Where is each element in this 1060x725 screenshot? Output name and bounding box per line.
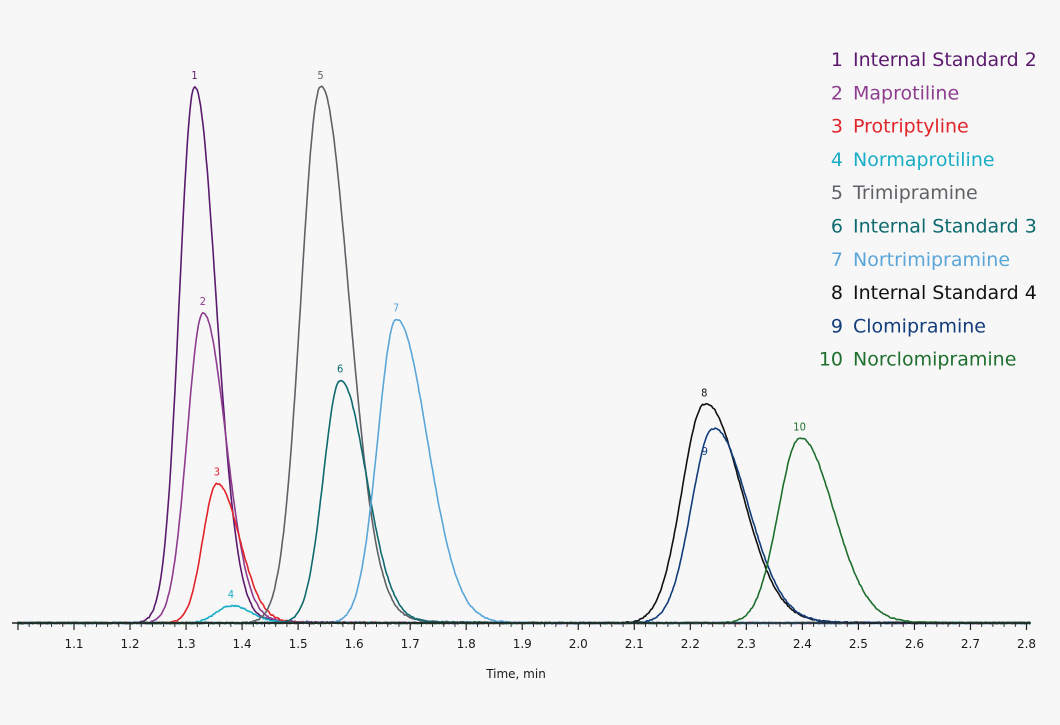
peak-label-3: 3 [214, 466, 220, 479]
peak-label-7: 7 [393, 302, 399, 315]
peak-label-1: 1 [191, 69, 197, 82]
trace-peak-4 [17, 604, 1031, 625]
x-tick-label: 1.8 [457, 637, 476, 651]
legend-number-10: 10 [819, 349, 843, 371]
peak-label-8: 8 [701, 386, 707, 399]
x-axis: 1.1 1.2 1.3 1.4 1.5 1.6 1.7 1.8 1.9 2.0 2.1 2.2 2.3 2… [12, 622, 1036, 681]
x-tick-label: 1.9 [513, 637, 532, 651]
peak-label-4: 4 [228, 588, 234, 601]
legend-number-5: 5 [831, 182, 843, 204]
x-tick-label: 1.5 [289, 637, 308, 651]
x-tick-label: 2.1 [625, 637, 644, 651]
x-tick-label: 2.0 [569, 637, 588, 651]
legend-number-2: 2 [831, 82, 843, 104]
legend-label-10: Norclomipramine [853, 349, 1016, 371]
x-tick-label: 1.2 [120, 637, 139, 651]
legend-number-7: 7 [831, 249, 843, 271]
peak-label-9: 9 [702, 445, 708, 458]
x-tick-label: 2.8 [1017, 637, 1036, 651]
x-tick-label: 2.5 [849, 637, 868, 651]
x-axis-title: Time, min [485, 667, 546, 681]
legend-number-9: 9 [831, 315, 843, 337]
legend-label-6: Internal Standard 3 [853, 216, 1037, 238]
x-tick-label: 2.6 [905, 637, 924, 651]
legend-label-7: Nortrimipramine [853, 249, 1010, 271]
legend-label-1: Internal Standard 2 [853, 49, 1037, 71]
x-tick-label: 1.4 [233, 637, 252, 651]
peak-label-5: 5 [317, 69, 323, 82]
peak-labels: 1 2 3 4 5 6 7 8 9 10 [191, 69, 806, 601]
legend-number-3: 3 [831, 116, 843, 138]
legend-label-9: Clomipramine [853, 315, 986, 337]
trace-peak-3 [17, 482, 1031, 625]
legend-label-4: Normaprotiline [853, 149, 995, 171]
x-tick-label: 1.7 [401, 637, 420, 651]
trace-peak-9 [17, 427, 1031, 625]
x-tick-label: 1.1 [64, 637, 83, 651]
peak-label-10: 10 [793, 421, 806, 434]
legend-number-4: 4 [831, 149, 843, 171]
legend-number-8: 8 [831, 282, 843, 304]
peak-label-6: 6 [337, 363, 343, 376]
x-tick-label: 1.3 [177, 637, 196, 651]
legend-number-6: 6 [831, 216, 843, 238]
legend-label-2: Maprotiline [853, 82, 959, 104]
peak-label-2: 2 [200, 295, 206, 308]
legend-label-5: Trimipramine [852, 182, 978, 204]
x-tick-label: 2.7 [961, 637, 980, 651]
trace-peak-10 [17, 437, 1031, 625]
legend: 1 Internal Standard 2 2 Maprotiline 3 Protrip… [819, 49, 1037, 371]
legend-label-8: Internal Standard 4 [853, 282, 1037, 304]
legend-number-1: 1 [831, 49, 843, 71]
x-tick-label: 1.6 [345, 637, 364, 651]
legend-label-3: Protriptyline [853, 116, 969, 138]
x-axis-ticks: 1.1 1.2 1.3 1.4 1.5 1.6 1.7 1.8 1.9 2.0 2.1 2.2 2.3 2… [17, 623, 1036, 651]
x-tick-label: 2.4 [793, 637, 812, 651]
x-tick-label: 2.3 [737, 637, 756, 651]
x-tick-label: 2.2 [681, 637, 700, 651]
